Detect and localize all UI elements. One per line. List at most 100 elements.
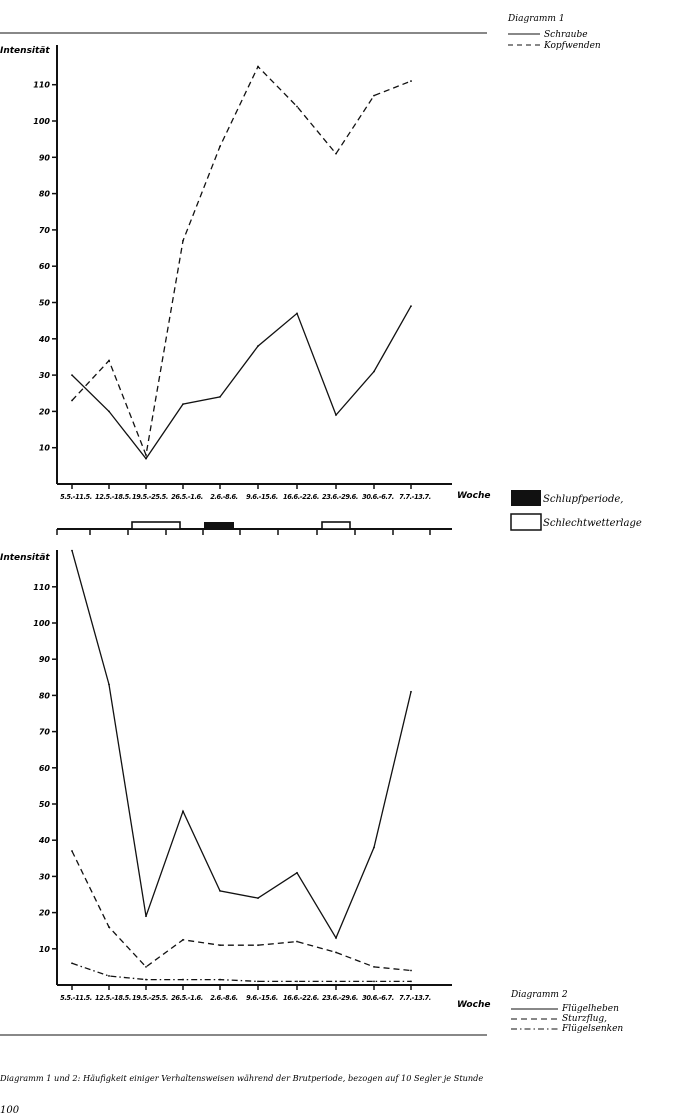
data-point [145,457,147,460]
x-tick-label: 7.7.-13.7. [399,493,431,501]
data-point [257,65,259,68]
chart2-x-ticks: 5.5.-11.5. 12.5.-18.5. 19.5.-25.5. 26.5.-1.… [60,985,431,1002]
data-point [373,846,375,849]
data-point [71,549,73,552]
chart2-series [71,549,412,983]
data-point [145,915,147,918]
y-tick-label: 10 [39,444,51,453]
data-point [219,395,221,398]
x-tick-label: 23.6.-29.6. [322,994,358,1002]
weather-boxes [56,521,431,535]
data-point [257,345,259,347]
y-tick-label: 20 [39,407,51,416]
series-line-flügelsenken [71,962,411,983]
schlupf-label: Schlupfperiode, [543,494,623,505]
x-tick-label: 16.6.-22.6. [283,493,319,501]
data-point [257,944,259,947]
chart1-series [71,65,412,460]
data-point [296,980,298,983]
y-tick-label: 90 [39,153,51,162]
data-point [373,94,375,97]
chart1-ylabel: Intensität [0,46,50,56]
y-tick-label: 40 [38,335,51,344]
y-tick-label: 110 [33,81,50,90]
data-point [335,951,337,954]
data-point [108,926,110,928]
schlupf-swatch [511,490,541,506]
x-tick-label: 19.5.-25.5. [132,994,168,1002]
y-tick-label: 30 [39,371,51,380]
legend-label-kopfwenden: Kopfwenden [543,41,601,51]
data-point [182,978,184,981]
data-point [219,889,221,892]
data-point [108,683,110,686]
schlupf-week-box [204,522,234,529]
chart2-title: Diagramm 2 [510,990,568,1000]
x-tick-label: 23.6.-29.6. [322,493,358,501]
x-tick-label: 12.5.-18.5. [95,493,131,501]
schlecht-label: Schlechtwetterlage [543,518,642,529]
data-point [71,399,73,402]
data-point [219,145,221,148]
data-point [182,403,184,406]
series-line-schraube [71,305,412,460]
y-tick-label: 10 [39,945,51,954]
data-point [182,938,184,941]
data-point [410,305,412,308]
x-tick-label: 9.6.-15.6. [246,493,278,501]
chart1-legend: Diagramm 1 Schraube Kopfwenden [507,14,601,51]
series-line-kopfwenden [71,65,412,458]
data-point [71,850,73,852]
x-tick-label: 19.5.-25.5. [132,493,168,501]
x-tick-label: 7.7.-13.7. [399,994,431,1002]
data-point [373,980,375,983]
schlecht-swatch [510,513,542,531]
data-point [410,980,412,983]
chart1-axes [56,45,452,485]
series-line-sturzflug [71,850,412,972]
x-tick-label: 5.5.-11.5. [60,493,92,501]
data-point [410,690,412,693]
chart1-x-ticks: 5.5.-11.5. 12.5.-18.5. 19.5.-25.5. 26.5.-1.… [60,484,431,501]
y-tick-label: 70 [39,226,51,235]
data-point [335,414,337,416]
data-point [108,410,110,413]
legend-label-fluegelheben: Flügelheben [561,1004,619,1014]
data-point [219,978,221,981]
schlecht-week-box [321,521,351,530]
data-point [296,940,298,943]
y-tick-label: 80 [39,691,51,700]
y-tick-label: 50 [39,299,51,308]
data-point [182,239,184,242]
data-point [296,312,298,315]
y-tick-label: 30 [39,872,51,881]
data-point [373,370,375,373]
chart2-y-ticks: 10 20 30 40 50 60 70 80 90 100 110 [33,583,57,954]
y-tick-label: 110 [33,583,50,592]
data-point [335,980,337,983]
x-tick-label: 30.6.-6.7. [362,493,394,501]
legend-label-fluegelsenken: Flügelsenken [561,1024,623,1034]
data-point [108,359,110,362]
x-tick-label: 2.6.-8.6. [210,994,238,1002]
x-tick-label: 9.6.-15.6. [246,994,278,1002]
data-point [145,966,147,968]
data-point [219,944,221,947]
x-tick-label: 5.5.-11.5. [60,994,92,1002]
y-tick-label: 100 [33,619,50,628]
data-point [145,978,147,981]
x-tick-label: 26.5.-1.6. [171,994,203,1002]
data-point [335,152,337,155]
data-point [410,969,412,972]
chart2-ylabel: Intensität [0,553,50,563]
legend-label-sturzflug: Sturzflug, [562,1014,607,1024]
weather-legend: Schlupfperiode, Schlechtwetterlage [510,490,642,531]
data-point [71,374,73,376]
x-tick-label: 30.6.-6.7. [362,994,394,1002]
x-tick-label: 16.6.-22.6. [283,994,319,1002]
y-tick-label: 100 [33,117,50,126]
x-tick-label: 26.5.-1.6. [171,493,203,501]
y-tick-label: 70 [39,728,51,737]
x-tick-label: 12.5.-18.5. [95,994,131,1002]
